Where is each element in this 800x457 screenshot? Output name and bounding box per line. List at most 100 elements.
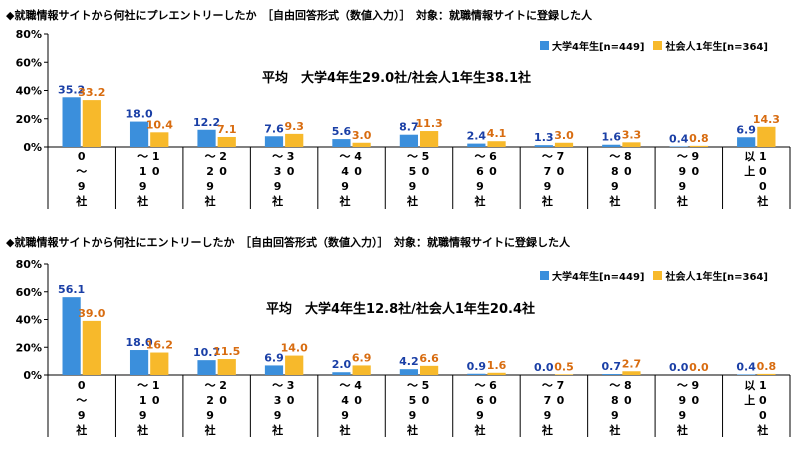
category-label: 〜 [609,150,620,163]
category-label: 〜 [272,150,283,163]
category-label: 9 [678,165,686,178]
category-label: 6 [489,150,497,163]
data-label: 12.2 [193,116,220,129]
category-label: 9 [544,409,552,422]
data-label: 3.3 [622,128,642,141]
bar [737,374,756,375]
category-label: 7 [544,165,552,178]
category-label: 5 [422,379,430,392]
data-label: 39.0 [78,307,105,320]
category-label: 0 [489,165,497,178]
category-label: 〜 [340,150,351,163]
chart-1-average: 平均 大学4年生29.0社/社会人1年生38.1社 [262,71,531,86]
category-label: 2 [206,165,214,178]
category-label: 4 [341,165,349,178]
category-label: 1 [759,379,767,392]
bar [285,355,304,375]
category-label: 社 [676,423,688,437]
category-label: 7 [544,394,552,407]
legend-swatch-university [540,41,549,50]
category-label: 〜 [609,379,620,392]
y-tick-label: 60% [16,56,42,69]
legend-label-worker: 社会人1年生[n=364] [665,272,768,283]
bar [399,134,418,147]
category-label: 9 [691,379,699,392]
bar [420,131,439,147]
bar [197,129,216,147]
category-label: 1 [139,394,147,407]
category-label: 以 [744,379,755,392]
category-label: 1 [152,379,160,392]
bar [622,371,641,375]
data-label: 0.4 [736,360,756,373]
category-label: 0 [354,394,362,407]
category-label: 9 [274,409,282,422]
category-label: 5 [409,394,417,407]
data-label: 0.4 [669,132,689,145]
category-label: 社 [541,194,553,208]
category-label: 0 [287,165,295,178]
category-label: 9 [691,150,699,163]
category-label: 0 [759,394,767,407]
category-label: 社 [676,194,688,208]
category-label: 社 [608,194,620,208]
category-label: 〜 [474,150,485,163]
category-label: 8 [611,394,619,407]
data-label: 0.0 [689,361,709,374]
category-label: 9 [678,409,686,422]
data-label: 4.1 [487,127,507,140]
category-label: 6 [476,394,484,407]
category-label: 9 [678,394,686,407]
category-label: 〜 [407,379,418,392]
data-label: 1.6 [487,359,507,372]
category-label: 〜 [474,379,485,392]
data-label: 4.2 [399,355,419,368]
bar [689,145,709,147]
bar [420,365,439,375]
category-label: 9 [678,180,686,193]
category-label: 4 [354,150,362,163]
data-label: 6.9 [352,351,372,364]
category-label: 9 [341,180,349,193]
category-label: 0 [152,394,160,407]
bar [757,126,776,147]
category-label: 〜 [677,150,688,163]
category-label: 0 [759,409,767,422]
category-label: 9 [409,180,417,193]
data-label: 0.8 [689,132,709,145]
category-label: 9 [139,409,147,422]
bar [332,139,351,147]
legend-label-university: 大学4年生[n=449] [552,42,645,53]
bar [467,373,486,375]
category-label: 1 [152,150,160,163]
data-label: 3.0 [554,129,574,142]
bar [150,132,169,147]
y-tick-label: 80% [16,258,42,271]
bar [737,137,756,147]
category-label: 〜 [407,150,418,163]
category-label: 〜 [205,150,216,163]
data-label: 2.4 [467,130,487,143]
category-label: 〜 [340,379,351,392]
bar [352,365,371,375]
category-label: 0 [219,165,227,178]
category-label: 社 [75,423,87,437]
chart-1-title: ◆就職情報サイトから何社にプレエントリーしたか ［自由回答形式（数値入力）］ 対… [6,9,592,22]
category-label: 〜 [137,150,148,163]
category-label: 9 [476,409,484,422]
category-label: 9 [139,180,147,193]
category-label: 9 [476,180,484,193]
category-label: 0 [354,165,362,178]
legend-label-worker: 社会人1年生[n=364] [665,42,768,53]
category-label: 1 [759,150,767,163]
category-label: 2 [219,379,227,392]
bar [554,374,574,375]
category-label: 8 [611,165,619,178]
category-label: 6 [489,379,497,392]
bar [332,372,351,375]
data-label: 0.7 [602,360,622,373]
data-label: 2.7 [622,357,642,370]
category-label: 7 [557,379,565,392]
category-label: 社 [136,194,148,208]
y-tick-label: 40% [16,85,42,98]
